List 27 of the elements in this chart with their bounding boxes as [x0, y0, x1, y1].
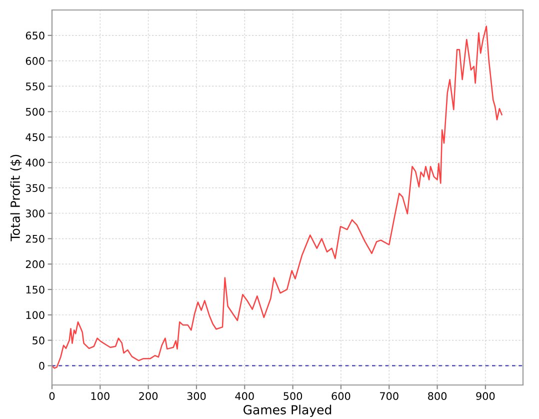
y-tick-label: 600	[26, 57, 44, 65]
y-tick-label: 100	[26, 311, 44, 319]
y-tick-label: 250	[26, 234, 44, 243]
y-tick-label: 350	[26, 184, 44, 192]
line-series	[52, 26, 502, 369]
x-tick-label: 300	[187, 392, 206, 400]
y-tick-label: 450	[26, 133, 44, 142]
x-tick-label: 200	[139, 392, 158, 400]
x-tick-label: 600	[332, 392, 350, 400]
x-tick-label: 800	[428, 392, 447, 400]
x-tick-label: 0	[49, 392, 55, 400]
x-axis-title: Games Played	[244, 404, 332, 417]
y-axis-title: Total Profit ($)	[10, 154, 22, 242]
x-tick-label: 100	[91, 392, 110, 400]
y-tick-label: 550	[26, 82, 44, 90]
x-tick-label: 400	[235, 392, 254, 400]
x-tick-label: 900	[476, 392, 495, 400]
y-tick-label: 50	[32, 336, 44, 344]
x-tick-label: 500	[284, 392, 302, 400]
y-tick-label: 0	[39, 362, 44, 370]
y-tick-label: 650	[26, 32, 44, 40]
y-tick-label: 150	[26, 286, 44, 294]
y-tick-label: 400	[26, 158, 44, 167]
y-tick-label: 200	[26, 260, 44, 268]
x-tick-label: 700	[380, 392, 398, 400]
y-tick-label: 300	[26, 209, 44, 218]
y-tick-label: 500	[26, 108, 44, 116]
